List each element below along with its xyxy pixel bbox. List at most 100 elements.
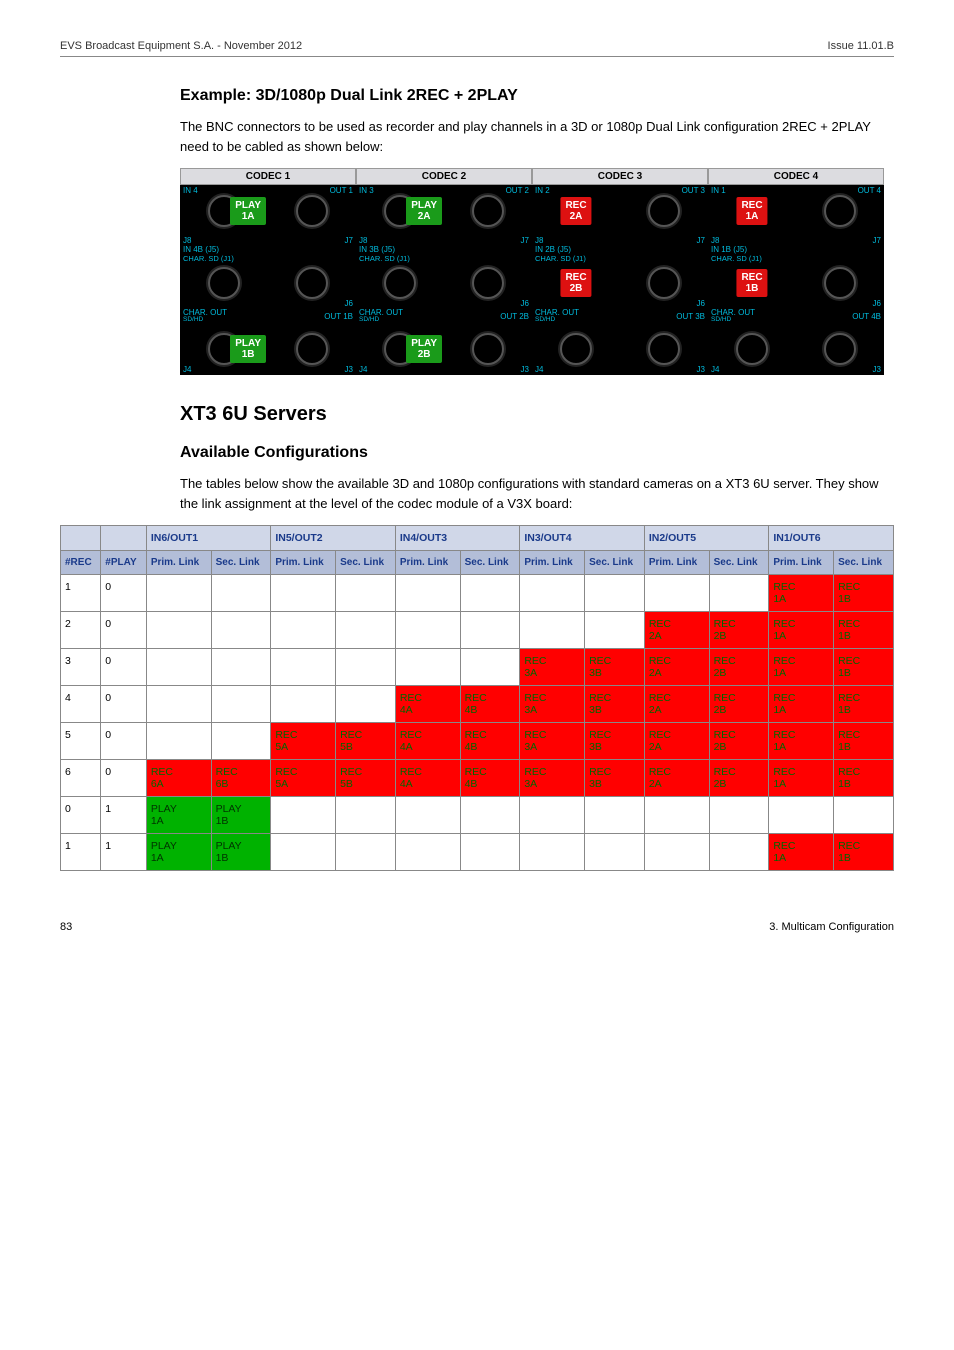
- table-row: 11PLAY1APLAY1BREC1AREC1B: [61, 834, 894, 871]
- j4-label: J4: [535, 365, 543, 374]
- table-sub-header: Sec. Link: [460, 551, 520, 575]
- play-count: 0: [101, 723, 147, 760]
- table-cell: REC3A: [520, 760, 585, 797]
- table-group-header: IN1/OUT6: [769, 526, 894, 551]
- in-label: IN 3: [359, 186, 374, 195]
- j4-label: J4: [711, 365, 719, 374]
- footer-left: 83: [60, 921, 72, 933]
- table-cell: [146, 575, 211, 612]
- table-cell: [336, 834, 396, 871]
- section2-body: The tables below show the available 3D a…: [180, 474, 894, 513]
- j6-label: J6: [521, 299, 529, 308]
- j3-label: J3: [345, 365, 353, 374]
- codec-title: CODEC 2: [356, 168, 532, 185]
- play-count: 0: [101, 612, 147, 649]
- header-left: EVS Broadcast Equipment S.A. - November …: [60, 40, 302, 52]
- inb-label: IN 3B (J5): [359, 245, 395, 254]
- header-right: Issue 11.01.B: [828, 40, 894, 52]
- rec-count: 6: [61, 760, 101, 797]
- out-label: OUT 3: [682, 186, 705, 195]
- play-count: 1: [101, 797, 147, 834]
- table-cell: REC3A: [520, 686, 585, 723]
- table-cell: REC1B: [834, 723, 894, 760]
- table-cell: REC1A: [769, 723, 834, 760]
- table-cell: REC1A: [769, 612, 834, 649]
- rec-badge: REC1A: [736, 197, 767, 225]
- table-cell: [211, 575, 271, 612]
- table-cell: [585, 797, 645, 834]
- table-cell: [146, 723, 211, 760]
- table-cell: [520, 797, 585, 834]
- table-sub-header: Sec. Link: [834, 551, 894, 575]
- table-cell: [146, 649, 211, 686]
- table-sub-header: Prim. Link: [395, 551, 460, 575]
- table-sub-header: Prim. Link: [271, 551, 336, 575]
- table-cell: REC1B: [834, 612, 894, 649]
- j3-label: J3: [873, 365, 881, 374]
- bnc-connector: [296, 195, 328, 227]
- in-label: IN 4: [183, 186, 198, 195]
- table-sub-header: Prim. Link: [644, 551, 709, 575]
- table-cell: [460, 834, 520, 871]
- table-cell: REC3B: [585, 760, 645, 797]
- table-cell: [211, 612, 271, 649]
- table-cell: REC3B: [585, 686, 645, 723]
- table-cell: REC2A: [644, 723, 709, 760]
- bnc-connector: [736, 333, 768, 365]
- bnc-connector: [560, 333, 592, 365]
- config-table: IN6/OUT1IN5/OUT2IN4/OUT3IN3/OUT4IN2/OUT5…: [60, 525, 894, 871]
- table-cell: [336, 797, 396, 834]
- rec-count: 5: [61, 723, 101, 760]
- table-cell: REC1B: [834, 649, 894, 686]
- inb-label: IN 1B (J5): [711, 245, 747, 254]
- j4-label: J4: [359, 365, 367, 374]
- table-cell: [460, 649, 520, 686]
- table-sub-header: Prim. Link: [520, 551, 585, 575]
- bnc-connector: [384, 267, 416, 299]
- rec-count: 4: [61, 686, 101, 723]
- bnc-connector: [208, 267, 240, 299]
- j3-label: J3: [697, 365, 705, 374]
- codec-title: CODEC 4: [708, 168, 884, 185]
- codec-module: CODEC 1IN 4PLAY1AOUT 1J8IN 4B (J5)CHAR. …: [180, 168, 356, 375]
- out-label: OUT 1: [330, 186, 353, 195]
- j4-label: J4: [183, 365, 191, 374]
- table-group-header: IN2/OUT5: [644, 526, 769, 551]
- table-cell: REC1B: [834, 575, 894, 612]
- table-cell: [585, 575, 645, 612]
- table-sub-header: Sec. Link: [709, 551, 769, 575]
- table-cell: REC1A: [769, 834, 834, 871]
- rec-count: 1: [61, 834, 101, 871]
- table-cell: [460, 575, 520, 612]
- codec-title: CODEC 1: [180, 168, 356, 185]
- table-cell: [146, 686, 211, 723]
- page-header: EVS Broadcast Equipment S.A. - November …: [60, 40, 894, 57]
- table-group-header: IN4/OUT3: [395, 526, 520, 551]
- rec-count: 3: [61, 649, 101, 686]
- table-cell: REC4B: [460, 723, 520, 760]
- j6-label: J6: [873, 299, 881, 308]
- table-cell: [709, 834, 769, 871]
- bnc-connector: [472, 267, 504, 299]
- table-cell: REC4B: [460, 686, 520, 723]
- table-cell: [336, 686, 396, 723]
- play-count: 0: [101, 575, 147, 612]
- play-count: 0: [101, 649, 147, 686]
- table-cell: REC4A: [395, 760, 460, 797]
- table-row: 20REC2AREC2BREC1AREC1B: [61, 612, 894, 649]
- table-cell: [146, 612, 211, 649]
- table-cell: [520, 612, 585, 649]
- table-cell: REC3A: [520, 723, 585, 760]
- table-cell: PLAY1A: [146, 834, 211, 871]
- table-cell: REC3B: [585, 649, 645, 686]
- table-cell: REC4A: [395, 723, 460, 760]
- table-sub-header: Prim. Link: [146, 551, 211, 575]
- rec-count: 1: [61, 575, 101, 612]
- table-cell: [520, 575, 585, 612]
- table-cell: REC1B: [834, 686, 894, 723]
- table-sub-header: #PLAY: [101, 551, 147, 575]
- table-cell: REC5A: [271, 760, 336, 797]
- section2-subtitle: Available Configurations: [180, 444, 894, 462]
- footer-right: 3. Multicam Configuration: [769, 921, 894, 933]
- table-cell: [336, 649, 396, 686]
